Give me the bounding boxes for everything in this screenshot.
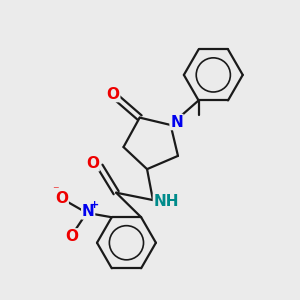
Text: O: O — [107, 87, 120, 102]
Text: O: O — [86, 156, 99, 171]
Text: O: O — [55, 190, 68, 206]
Text: N: N — [82, 204, 94, 219]
Text: ⁻: ⁻ — [52, 184, 59, 197]
Text: +: + — [90, 200, 100, 210]
Text: O: O — [65, 229, 79, 244]
Text: N: N — [170, 115, 183, 130]
Text: NH: NH — [153, 194, 179, 209]
